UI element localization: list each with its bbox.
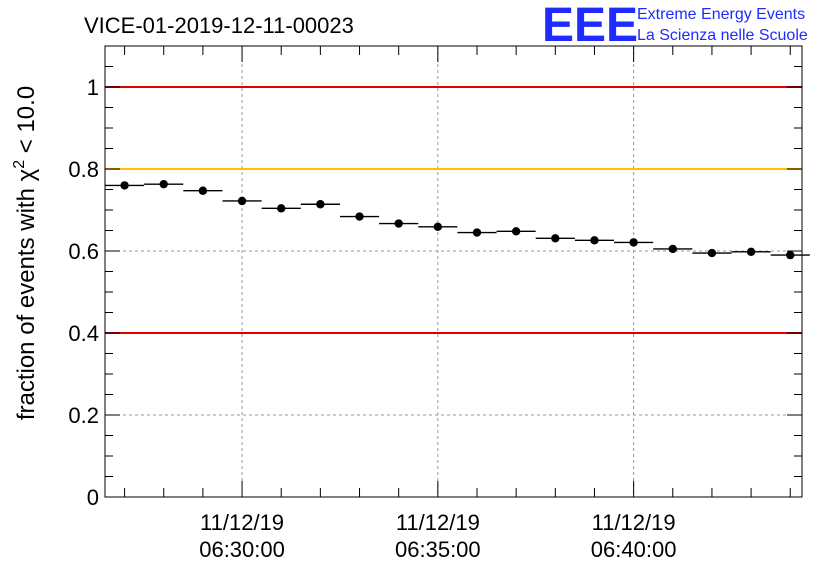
x-tick-label-date: 11/12/19 — [200, 510, 284, 535]
data-point — [355, 212, 364, 221]
data-point — [159, 179, 168, 189]
y-axis-title-suffix: < 10.0 — [13, 86, 40, 160]
data-point — [590, 236, 599, 245]
x-tick-label-time: 06:40:00 — [591, 537, 677, 562]
data-point — [120, 181, 129, 190]
data-point — [551, 234, 560, 243]
y-tick-label: 0.2 — [68, 403, 99, 428]
logo: EEE Extreme Energy Events La Scienza nel… — [542, 0, 808, 52]
x-tick-label-date: 11/12/19 — [592, 510, 676, 535]
logo-line-1: Extreme Energy Events — [637, 6, 805, 23]
logo-line-2: La Scienza nelle Scuole — [637, 27, 808, 44]
y-axis-title-symbol: χ — [13, 168, 40, 181]
y-tick-label: 0.6 — [68, 239, 99, 264]
data-point — [707, 248, 717, 258]
data-point — [668, 244, 677, 254]
chart-title: VICE-01-2019-12-11-00023 — [84, 13, 354, 38]
y-axis-title: fraction of events with χ2 < 10.0 — [11, 86, 40, 420]
y-tick-label: 0.8 — [68, 157, 99, 182]
data-series — [105, 179, 810, 260]
x-tick-label-time: 06:30:00 — [199, 537, 285, 562]
axes: 00.20.40.60.8111/12/1906:30:0011/12/1906… — [68, 45, 803, 562]
data-point — [472, 228, 482, 237]
data-point — [629, 238, 638, 247]
logo-mark: EEE — [542, 0, 638, 52]
data-point — [511, 227, 521, 236]
reference-lines — [105, 86, 802, 334]
data-point — [746, 247, 756, 257]
y-tick-label: 1 — [87, 75, 99, 100]
data-point — [237, 196, 247, 206]
y-tick-label: 0.4 — [68, 321, 99, 346]
y-axis-title-exponent: 2 — [11, 160, 28, 169]
x-tick-label-time: 06:35:00 — [395, 537, 481, 562]
data-point — [316, 200, 325, 209]
y-tick-label: 0 — [87, 485, 99, 510]
data-point — [277, 204, 286, 213]
data-point — [786, 250, 795, 260]
data-point — [394, 219, 403, 228]
data-point — [198, 186, 208, 195]
data-point — [433, 222, 443, 232]
x-tick-label-date: 11/12/19 — [396, 510, 480, 535]
y-axis-title-prefix: fraction of events with — [13, 181, 40, 420]
